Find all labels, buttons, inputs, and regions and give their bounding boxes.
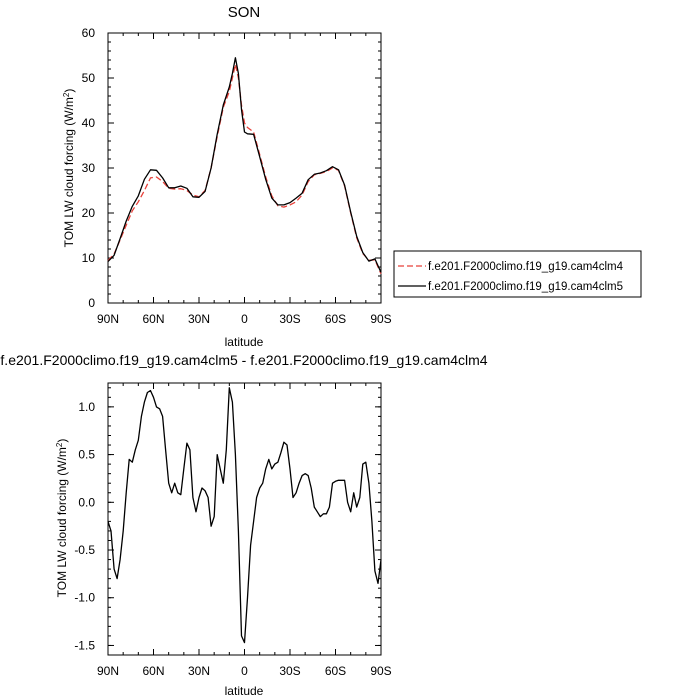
y-tick-label: 40 — [82, 116, 96, 130]
y-tick-label: -1.0 — [74, 591, 95, 605]
x-tick-label: 90N — [97, 312, 119, 326]
x-tick-label: 90S — [370, 312, 391, 326]
axis-ticks — [107, 383, 382, 656]
x-tick-label: 0 — [241, 664, 248, 678]
chart-title: SON — [228, 4, 261, 21]
x-tick-labels: 90N 60N 30N 0 30S 60S 90S — [97, 312, 392, 326]
y-tick-label: 20 — [82, 206, 96, 220]
y-tick-label: 1.0 — [78, 400, 95, 414]
chart-title: f.e201.F2000climo.f19_g19.cam4clm5 - f.e… — [0, 352, 487, 368]
y-tick-label: 50 — [82, 71, 96, 85]
x-tick-label: 30S — [279, 664, 300, 678]
legend-box — [393, 250, 642, 298]
y-tick-label: 0.5 — [78, 448, 95, 462]
series-line-2 — [107, 57, 382, 273]
series-group — [107, 57, 382, 275]
y-tick-label: -1.5 — [74, 638, 95, 652]
x-tick-label: 30N — [188, 312, 210, 326]
y-tick-label: 10 — [82, 251, 96, 265]
axis-frame — [107, 382, 382, 656]
y-tick-label: 30 — [82, 161, 96, 175]
x-tick-labels: 90N 60N 30N 0 30S 60S 90S — [97, 664, 392, 678]
x-tick-label: 90S — [370, 664, 391, 678]
axis-frame — [107, 32, 382, 304]
x-tick-label: 60N — [142, 312, 164, 326]
plot-border — [107, 32, 382, 304]
x-tick-label: 30N — [188, 664, 210, 678]
y-tick-label: 60 — [82, 26, 96, 40]
y-tick-label: -0.5 — [74, 543, 95, 557]
series-line-1 — [107, 387, 382, 644]
y-tick-label: 0 — [88, 296, 95, 310]
x-axis-label: latitude — [225, 335, 264, 349]
legend-label-series-2: f.e201.F2000climo.f19_g19.cam4clm5 — [428, 281, 623, 293]
x-tick-label: 0 — [241, 312, 248, 326]
x-tick-label: 60N — [142, 664, 164, 678]
series-line-1 — [107, 63, 382, 275]
y-axis-label: TOM LW cloud forcing (W/m2) — [55, 439, 70, 598]
y-tick-labels: 0 10 20 30 40 50 60 — [82, 26, 96, 310]
legend-label-series-1: f.e201.F2000climo.f19_g19.cam4clm4 — [428, 261, 624, 273]
panel-difference: f.e201.F2000climo.f19_g19.cam4clm5 - f.e… — [0, 352, 487, 698]
series-group — [107, 387, 382, 644]
x-tick-label: 30S — [279, 312, 300, 326]
y-tick-labels: -1.5 -1.0 -0.5 0.0 0.5 1.0 — [74, 400, 95, 653]
y-tick-label: 0.0 — [78, 495, 95, 509]
x-tick-label: 60S — [325, 312, 346, 326]
x-tick-label: 60S — [325, 664, 346, 678]
legend: f.e201.F2000climo.f19_g19.cam4clm4 f.e20… — [393, 250, 642, 298]
x-tick-label: 90N — [97, 664, 119, 678]
x-axis-label: latitude — [225, 684, 264, 698]
axis-ticks — [107, 32, 382, 304]
panel-son: SON 90N 60N 30N 0 30S 60S 90S 0 10 20 30 40 50 60 la… — [62, 4, 642, 349]
y-axis-label: TOM LW cloud forcing (W/m2) — [62, 89, 77, 248]
plot-border — [107, 382, 382, 656]
